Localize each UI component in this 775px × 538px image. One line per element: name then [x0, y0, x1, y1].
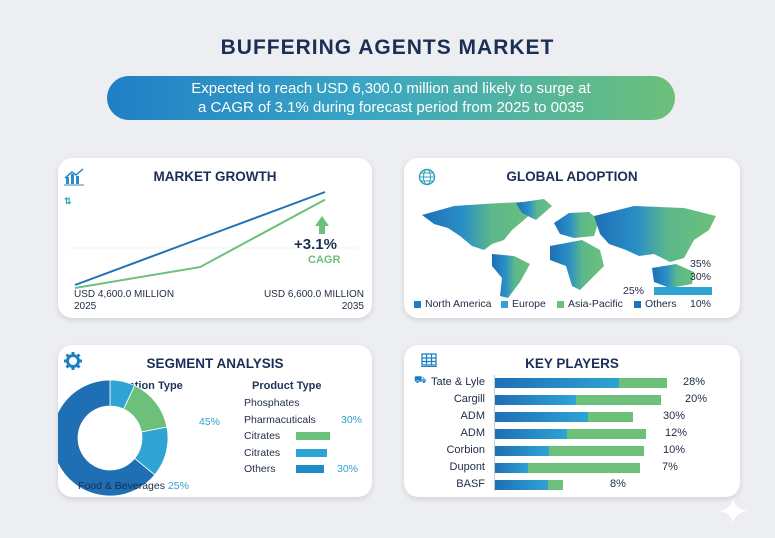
- food-value: 25%: [167, 480, 189, 492]
- legend-label: Asia-Pacific: [568, 298, 623, 310]
- player-bar-blue: [495, 378, 620, 388]
- value-10: 10%: [690, 298, 712, 310]
- market-growth-card: ⇅ MARKET GROWTH +3.1% CAGR USD 4,600.0 M…: [58, 158, 372, 318]
- product-bar: [296, 465, 324, 473]
- player-bar-blue: [495, 446, 550, 456]
- player-name: Dupont: [449, 461, 485, 473]
- value-25: 25%: [623, 285, 645, 297]
- cagr-value: +3.1%: [294, 236, 337, 253]
- player-name: BASF: [456, 478, 485, 490]
- player-bar-blue: [495, 463, 529, 473]
- donut-label-45: 45%: [199, 416, 221, 428]
- food-label: Food & Beverages: [78, 480, 165, 492]
- banner-line-2: a CAGR of 3.1% during forecast period fr…: [197, 99, 585, 116]
- player-bar: [495, 446, 644, 456]
- start-value: USD 4,600.0 MILLION: [74, 289, 175, 300]
- growth-small-icon: ⇅: [64, 196, 72, 206]
- player-value: 10%: [663, 444, 686, 456]
- product-bar: [296, 448, 328, 457]
- legend-swatch: [501, 300, 508, 308]
- company-icon: ⛟: [414, 375, 427, 386]
- product-label: Pharmacuticals: [244, 413, 316, 426]
- player-name: ADM: [460, 427, 485, 439]
- value-30: 30%: [690, 271, 712, 283]
- gear-icon: [64, 352, 82, 370]
- legend-label: North America: [425, 298, 492, 310]
- key-players-card: KEY PLAYERS ⛟ Tate & Lyle 28% Cargill 20% AD…: [404, 345, 740, 497]
- player-bar-blue: [495, 480, 548, 490]
- player-bar-blue: [495, 395, 576, 405]
- world-map: [422, 199, 716, 298]
- globe-icon: [418, 168, 436, 186]
- product-type-title: Product Type: [252, 380, 322, 392]
- player-value: 8%: [610, 478, 626, 490]
- legend-europe: Europe: [501, 298, 546, 310]
- africa: [550, 240, 604, 290]
- legend-gradient-bar: [654, 287, 712, 295]
- legend-swatch: [414, 300, 421, 308]
- series-line-green: [74, 198, 326, 289]
- sparkle-icon: [719, 499, 747, 523]
- bar-chart-icon: [64, 168, 84, 186]
- player-value: 20%: [685, 393, 708, 405]
- player-bar: [495, 463, 641, 473]
- segment-title: SEGMENT ANALYSIS: [146, 356, 284, 371]
- legend-north-america: North America: [414, 298, 492, 310]
- player-value: 7%: [662, 461, 678, 473]
- legend-swatch: [634, 300, 641, 308]
- donut-slice-food-beverages: [58, 379, 156, 497]
- page-title: BUFFERING AGENTS MARKET: [220, 36, 555, 59]
- value-35: 35%: [690, 258, 712, 270]
- greenland: [516, 199, 552, 220]
- start-year: 2025: [74, 301, 97, 312]
- product-value: 30%: [341, 413, 363, 426]
- south-america: [492, 254, 530, 298]
- axis-line: [494, 375, 495, 491]
- legend-others: Others: [634, 298, 677, 310]
- growth-title: MARKET GROWTH: [153, 169, 277, 184]
- cagr-label: CAGR: [308, 254, 341, 266]
- end-year: 2035: [341, 301, 364, 312]
- asia: [594, 206, 716, 262]
- legend-swatch: [557, 300, 564, 308]
- product-label: Citrates: [244, 430, 281, 442]
- banner-line-1: Expected to reach USD 6,300.0 million an…: [191, 80, 591, 97]
- player-name: Corbion: [446, 444, 485, 456]
- building-icon: [421, 353, 437, 367]
- growth-line-chart: [68, 191, 358, 289]
- product-value: 30%: [337, 463, 359, 475]
- product-bar: [296, 432, 330, 440]
- player-bar: [495, 395, 662, 405]
- food-beverages-label: Food & Beverages 25%: [78, 480, 189, 492]
- north-america: [422, 202, 539, 250]
- adoption-title: GLOBAL ADOPTION: [506, 169, 638, 184]
- europe: [554, 212, 599, 238]
- australia: [652, 264, 694, 288]
- player-name: Tate & Lyle: [430, 376, 485, 388]
- application-donut: [58, 379, 169, 497]
- player-bar-blue: [495, 412, 588, 422]
- legend-asia-pacific: Asia-Pacific: [557, 298, 623, 310]
- player-value: 12%: [665, 427, 688, 439]
- segment-analysis-card: SEGMENT ANALYSIS Application Type 45% Fo…: [58, 345, 372, 497]
- summary-banner: Expected to reach USD 6,300.0 million an…: [107, 76, 675, 120]
- player-value: 30%: [663, 410, 686, 422]
- player-name: ADM: [460, 410, 485, 422]
- player-name: Cargill: [453, 393, 485, 405]
- product-label: Phosphates: [244, 397, 300, 409]
- player-value: 28%: [683, 376, 706, 388]
- legend-label: Others: [645, 298, 677, 310]
- legend-label: Europe: [512, 298, 546, 310]
- end-value: USD 6,600.0 MILLION: [263, 289, 364, 300]
- player-bar-blue: [495, 429, 567, 439]
- player-bar: [495, 429, 646, 439]
- product-label: Others: [244, 463, 276, 475]
- players-title: KEY PLAYERS: [525, 356, 619, 371]
- series-line-blue: [74, 191, 326, 286]
- product-label: Citrates: [244, 446, 281, 459]
- up-arrow-icon: [315, 216, 329, 234]
- global-adoption-card: GLOBAL ADOPTION 35% 30% 25% 10% North Am…: [404, 158, 740, 318]
